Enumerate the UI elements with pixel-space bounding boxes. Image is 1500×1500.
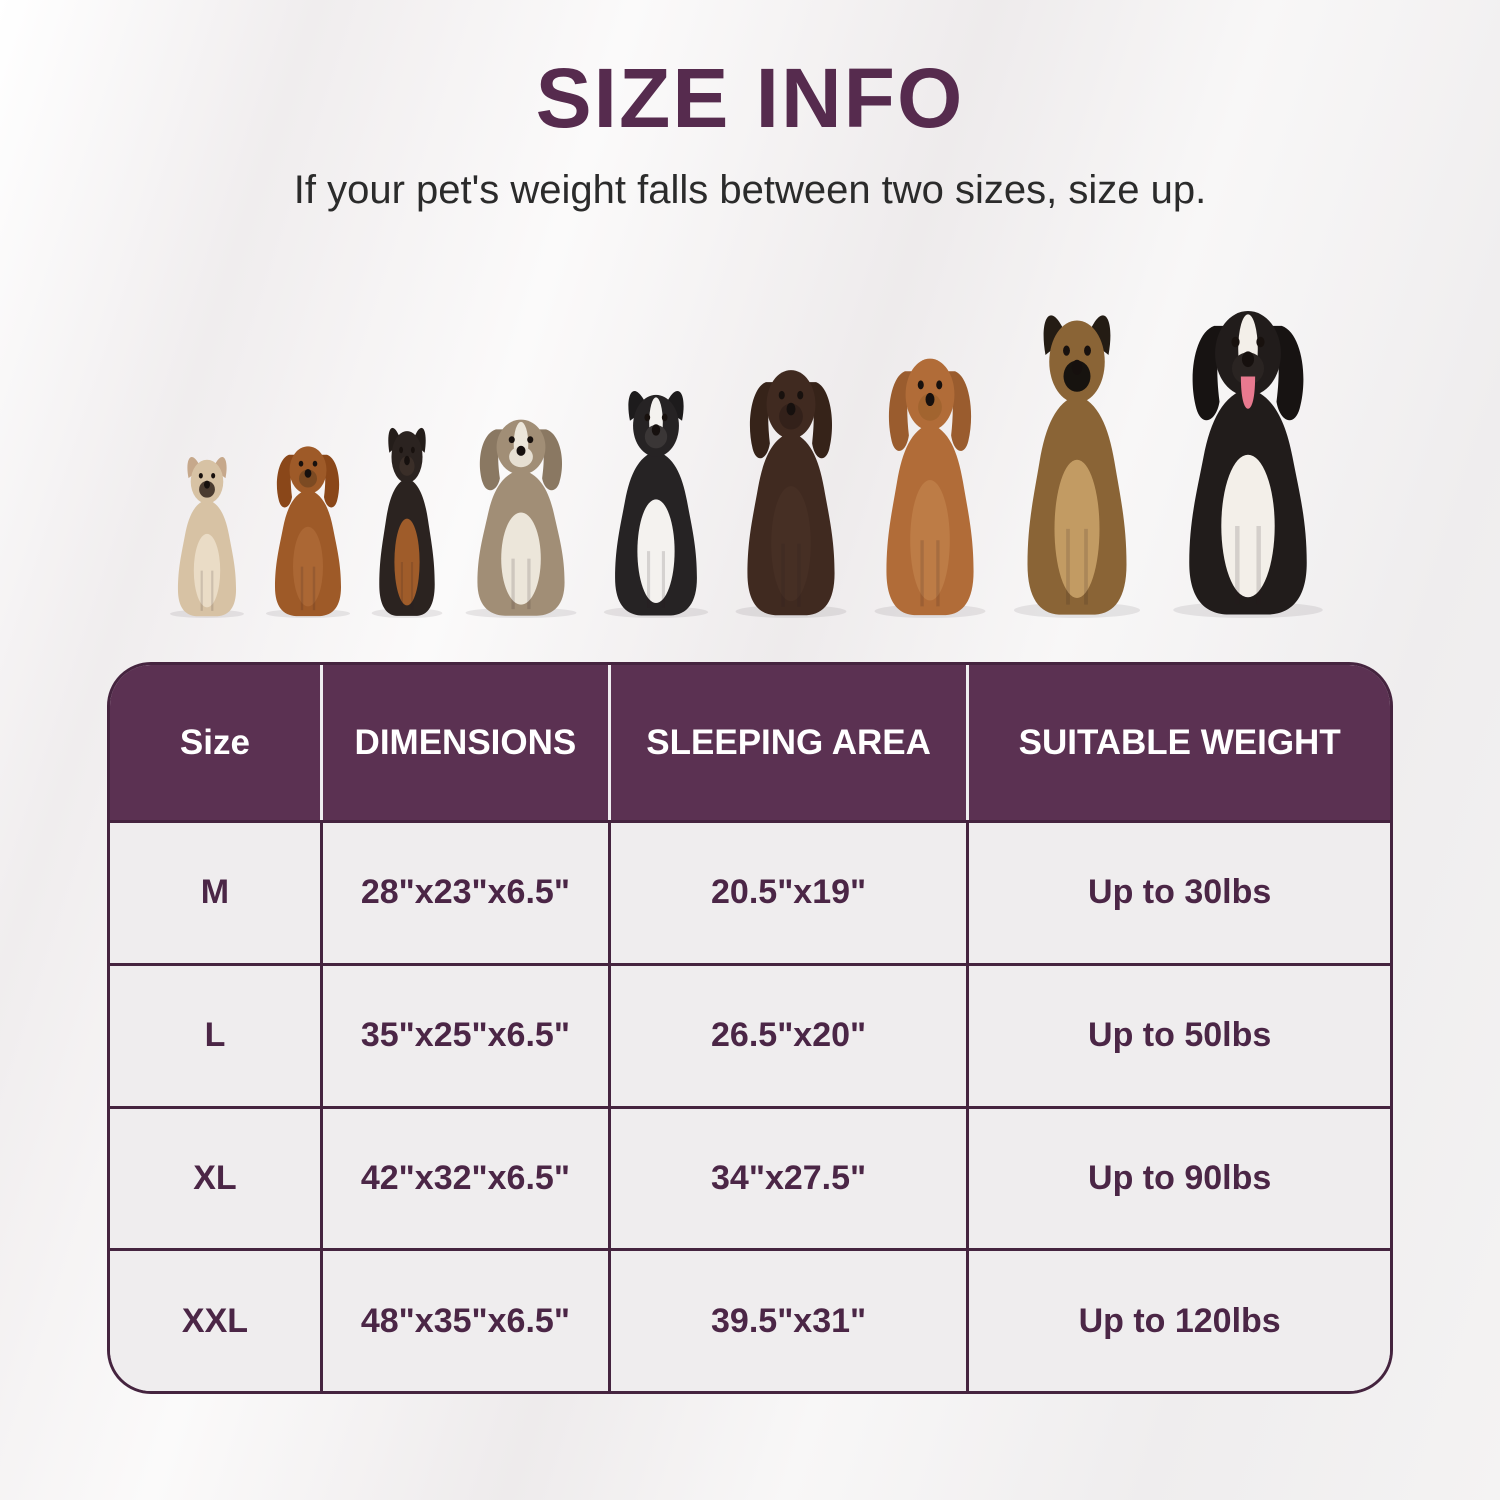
dog-english-bulldog-illustration [455,410,587,618]
subtitle: If your pet's weight falls between two s… [293,168,1207,212]
cell-xxl-sleeping_area: 39.5"x31" [607,1248,967,1391]
cell-xl-suitable_weight: Up to 90lbs [966,1105,1390,1249]
size-row-l: L 35"x25"x6.5" 26.5"x20" Up to 50lbs [110,962,1390,1106]
size-row-m: M 28"x23"x6.5" 20.5"x19" Up to 30lbs [110,820,1390,963]
cell-m-dimensions: 28"x23"x6.5" [319,820,608,963]
column-header-suitable_weight: SUITABLE WEIGHT [966,665,1390,820]
cell-xl-dimensions: 42"x32"x6.5" [319,1105,608,1249]
dog-vizsla-illustration [864,346,996,618]
dog-size-lineup [163,292,1337,618]
cell-xxl-size: XXL [110,1248,320,1391]
size-row-xxl: XXL 48"x35"x6.5" 39.5"x31" Up to 120lbs [110,1248,1390,1391]
dog-chocolate-labrador-illustration [725,358,857,618]
dog-miniature-pinscher-illustration [365,422,449,618]
cell-xl-sleeping_area: 34"x27.5" [607,1105,967,1249]
dog-border-collie-illustration [594,384,718,618]
header-row: Size DIMENSIONS SLEEPING AREA SUITABLE WEIG… [110,665,1390,820]
size-row-xl: XL 42"x32"x6.5" 34"x27.5" Up to 90lbs [110,1105,1390,1249]
dog-cavalier-king-charles-spaniel-illustration [258,438,358,618]
cell-l-suitable_weight: Up to 50lbs [966,962,1390,1106]
cell-xxl-dimensions: 48"x35"x6.5" [319,1248,608,1391]
cell-xxl-suitable_weight: Up to 120lbs [966,1248,1390,1391]
column-header-sleeping_area: SLEEPING AREA [607,665,967,820]
cell-xl-size: XL [110,1105,320,1249]
dog-french-bulldog-illustration [163,452,251,618]
size-table: Size DIMENSIONS SLEEPING AREA SUITABLE WEIG… [107,662,1393,1394]
cell-l-size: L [110,962,320,1106]
page-title: SIZE INFO [535,51,965,145]
cell-l-sleeping_area: 26.5"x20" [607,962,967,1106]
dog-german-shepherd-illustration [1002,306,1152,618]
column-header-dimensions: DIMENSIONS [319,665,608,820]
dog-bernese-mountain-dog-illustration [1159,296,1337,618]
column-header-size: Size [110,665,320,820]
cell-m-size: M [110,820,320,963]
cell-m-sleeping_area: 20.5"x19" [607,820,967,963]
cell-l-dimensions: 35"x25"x6.5" [319,962,608,1106]
size-table-header: Size DIMENSIONS SLEEPING AREA SUITABLE WEIG… [110,665,1390,820]
cell-m-suitable_weight: Up to 30lbs [966,820,1390,963]
size-table-body: M 28"x23"x6.5" 20.5"x19" Up to 30lbs L 35"x25… [110,820,1390,1391]
